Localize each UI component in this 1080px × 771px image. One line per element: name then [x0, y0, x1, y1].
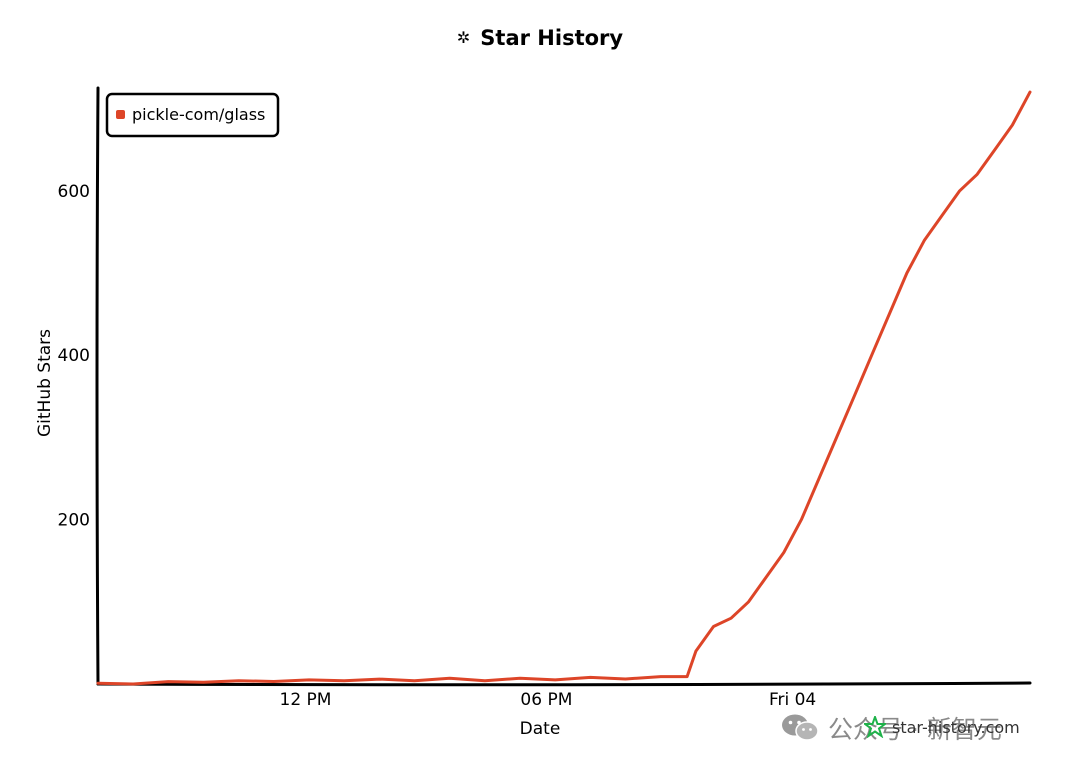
x-tick-label: 12 PM: [280, 690, 332, 710]
chart-title-text: Star History: [480, 26, 624, 50]
tick-labels: 200 400 600 12 PM 06 PM Fri 04: [58, 182, 817, 710]
sparkle-icon: ✲: [456, 28, 471, 47]
legend-swatch: [116, 110, 125, 119]
legend-box: [105, 92, 280, 138]
y-tick-label: 600: [58, 182, 90, 202]
y-tick-label: 200: [58, 511, 90, 531]
y-axis-line: [95, 86, 100, 686]
axes: [95, 86, 1032, 687]
wechat-icon: [782, 714, 819, 741]
x-axis-label: Date: [520, 719, 561, 739]
chart-title: ✲ Star History: [0, 26, 1080, 50]
star-history-logo-icon: [864, 716, 886, 738]
credit-text: star-history.com: [892, 717, 1020, 737]
series-lines: [96, 90, 1032, 686]
watermark-text: 公众号 · 新智元: [828, 715, 1002, 744]
x-axis-line: [96, 681, 1032, 687]
star-history-credit[interactable]: star-history.com: [864, 716, 1020, 738]
watermark: 公众号 · 新智元: [780, 708, 1002, 748]
series-line-0: [96, 90, 1032, 686]
legend-label: pickle-com/glass: [132, 105, 265, 124]
y-axis-label: GitHub Stars: [35, 329, 55, 437]
x-tick-label: 06 PM: [520, 690, 572, 710]
y-tick-label: 400: [58, 346, 90, 366]
legend: pickle-com/glass: [105, 92, 280, 138]
x-tick-label: Fri 04: [769, 690, 816, 710]
